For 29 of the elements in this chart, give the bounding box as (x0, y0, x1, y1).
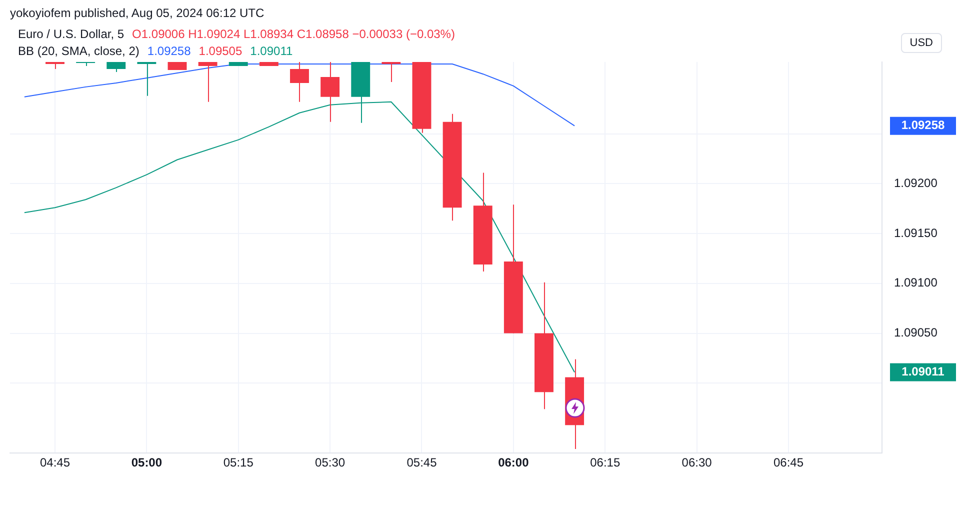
x-tick-label: 05:30 (315, 456, 346, 470)
legend-label: 1.09505 (198, 44, 242, 58)
text: 1.09011 (250, 44, 293, 58)
candlestick (106, 62, 126, 72)
text: O1.09006 H1.09024 L1.08934 C1.08958 −0.00033 (−0.03%) (132, 27, 455, 41)
candlestick (137, 62, 156, 96)
y-tick-label: 1.09150 (894, 226, 938, 240)
text: USD (900, 33, 942, 53)
series-label: Euro / U.S. Dollar, 5 (18, 27, 124, 41)
x-tick-label: 05:45 (406, 456, 438, 470)
candlestick (198, 62, 218, 102)
legend-title: BB (20, SMA, close, 2) (18, 44, 140, 58)
y-tick-label: 1.09050 (894, 326, 938, 340)
candlestick (290, 62, 309, 102)
text: 1.09011 (902, 364, 944, 379)
x-tick-label: 05:00 (131, 456, 162, 470)
candlestick (320, 62, 340, 122)
x-tick-label: 06:30 (682, 456, 712, 470)
x-tick-label: 05:15 (223, 456, 254, 470)
candlestick (382, 62, 401, 82)
x-tick-label: 06:45 (773, 456, 804, 470)
text: 1.09258 (901, 118, 945, 132)
y-tick-label: 1.09200 (894, 176, 938, 190)
series-label: 1.09258 (147, 44, 191, 58)
chart-title: yokoyiofem published, Aug 05, 2024 06:12 UTC (10, 6, 264, 20)
x-tick-label: 04:45 (40, 456, 70, 470)
x-tick-label: 06:00 (498, 456, 530, 470)
x-tick-label: 06:15 (590, 456, 620, 470)
y-tick-label: 1.09100 (894, 276, 938, 290)
